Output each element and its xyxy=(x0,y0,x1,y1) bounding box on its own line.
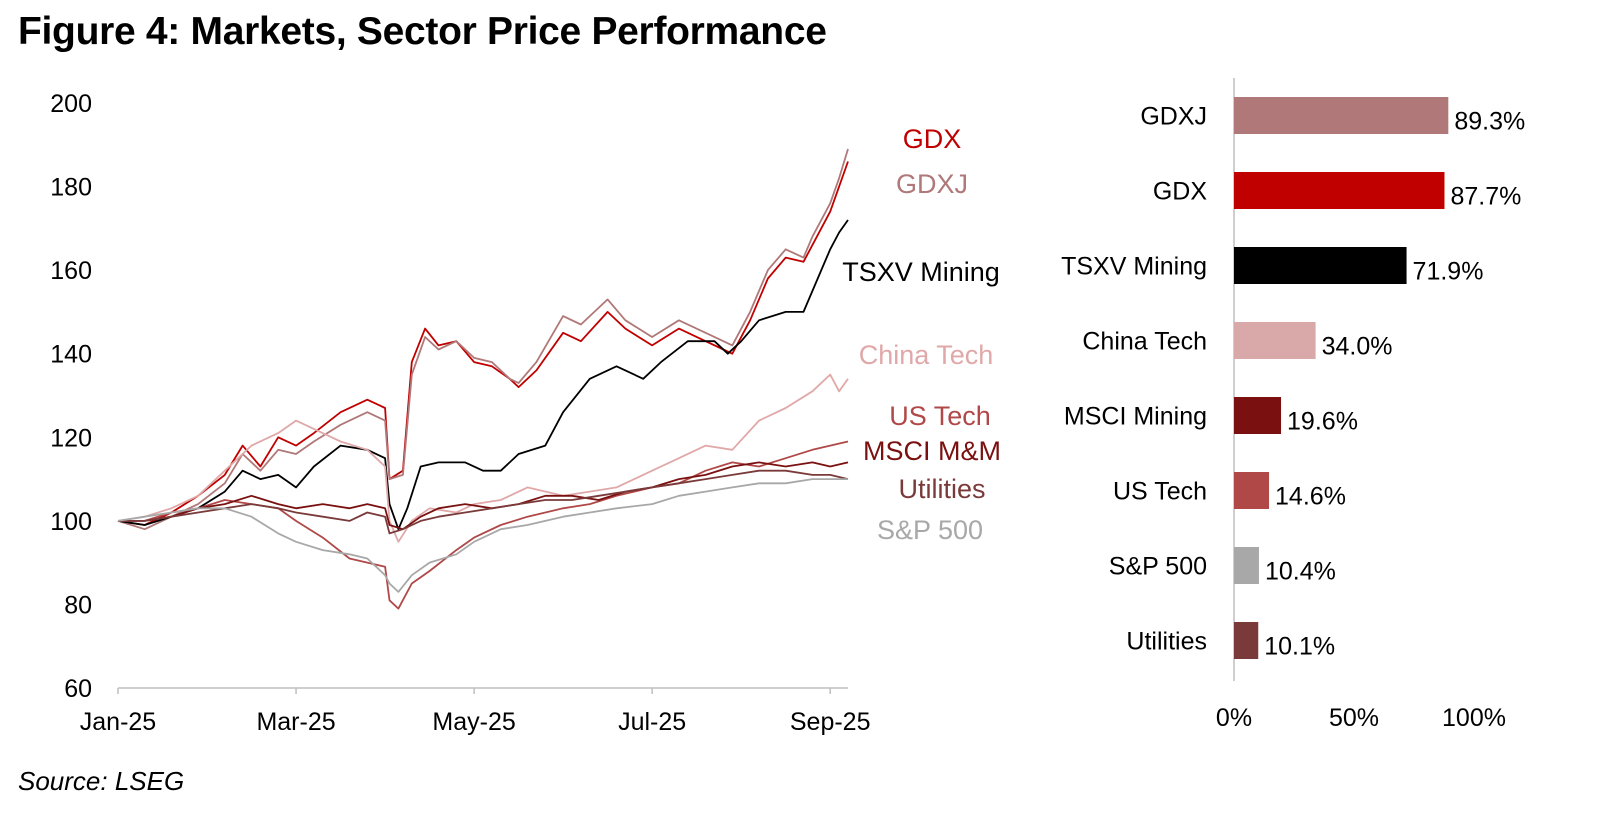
x-tick-label: Jul-25 xyxy=(618,708,686,736)
bar-category-label: GDX xyxy=(1153,178,1208,206)
bar-tsxv-mining xyxy=(1234,247,1407,284)
bar-value-label: 34.0% xyxy=(1322,333,1393,361)
series-line-gdxj xyxy=(117,148,849,531)
y-tick-label: 180 xyxy=(50,174,92,202)
line-chart: 60 80 100 120 140 160 180 200 Jan-25 Mar-25 May-25… xyxy=(50,90,1001,736)
bar-gdxj xyxy=(1234,97,1449,134)
x-tick-label: May-25 xyxy=(432,708,515,736)
series-label-gdx: GDX xyxy=(903,124,962,154)
series-line-tsxv-mining xyxy=(117,219,849,531)
series-label-gdxj: GDXJ xyxy=(896,169,968,199)
bar-value-label: 89.3% xyxy=(1454,108,1525,136)
x-tick-label: Sep-25 xyxy=(790,708,871,736)
series-line-msci-mandm xyxy=(118,461,849,531)
series-label-us-tech: US Tech xyxy=(889,401,991,431)
series-line-sandp-500 xyxy=(117,478,848,593)
bar-category-label: China Tech xyxy=(1082,328,1207,356)
bar-category-label: GDXJ xyxy=(1140,103,1207,131)
series-line-us-tech xyxy=(118,440,849,610)
bar-sandp-500 xyxy=(1234,547,1259,584)
bar-msci-mining xyxy=(1234,397,1282,434)
series-line-utilities xyxy=(118,469,849,535)
bar-utilities xyxy=(1234,622,1259,659)
y-tick-label: 120 xyxy=(50,424,92,452)
bar-category-label: US Tech xyxy=(1113,478,1207,506)
bar-value-label: 19.6% xyxy=(1287,408,1358,436)
x-tick-label: Mar-25 xyxy=(256,708,335,736)
series-line-china-tech xyxy=(117,373,849,543)
bar-value-label: 87.7% xyxy=(1450,183,1521,211)
bar-x-tick-label: 50% xyxy=(1329,704,1379,732)
y-tick-label: 80 xyxy=(64,591,92,619)
bar-chart: GDXJ 89.3% GDX 87.7% TSXV Mining 71.9% China T… xyxy=(1061,78,1525,732)
bar-value-label: 14.6% xyxy=(1275,483,1346,511)
source-note: Source: LSEG xyxy=(18,766,185,796)
series-label-tsxv-mining: TSXV Mining xyxy=(842,257,1000,287)
series-label-msci-mandm: MSCI M&M xyxy=(863,436,1001,466)
series-label-china-tech: China Tech xyxy=(859,340,994,370)
bar-value-label: 10.1% xyxy=(1264,633,1335,661)
y-tick-label: 200 xyxy=(50,90,92,118)
x-tick-label: Jan-25 xyxy=(80,708,156,736)
y-tick-label: 140 xyxy=(50,341,92,369)
bar-value-label: 71.9% xyxy=(1413,258,1484,286)
y-tick-label: 100 xyxy=(50,508,92,536)
bar-x-tick-label: 0% xyxy=(1216,704,1252,732)
series-line-gdx xyxy=(117,161,849,526)
figure-title: Figure 4: Markets, Sector Price Performa… xyxy=(18,10,827,53)
bar-china-tech xyxy=(1234,322,1316,359)
bar-category-label: TSXV Mining xyxy=(1061,253,1207,281)
bar-gdx xyxy=(1234,172,1445,209)
y-tick-label: 60 xyxy=(64,675,92,703)
y-tick-label: 160 xyxy=(50,257,92,285)
bar-x-tick-label: 100% xyxy=(1442,704,1506,732)
series-label-sandp-500: S&P 500 xyxy=(877,515,983,545)
series-label-utilities: Utilities xyxy=(898,474,985,504)
bar-category-label: S&P 500 xyxy=(1109,553,1207,581)
bar-value-label: 10.4% xyxy=(1265,558,1336,586)
bar-category-label: MSCI Mining xyxy=(1064,403,1207,431)
bar-category-label: Utilities xyxy=(1126,628,1207,656)
bar-us-tech xyxy=(1234,472,1270,509)
